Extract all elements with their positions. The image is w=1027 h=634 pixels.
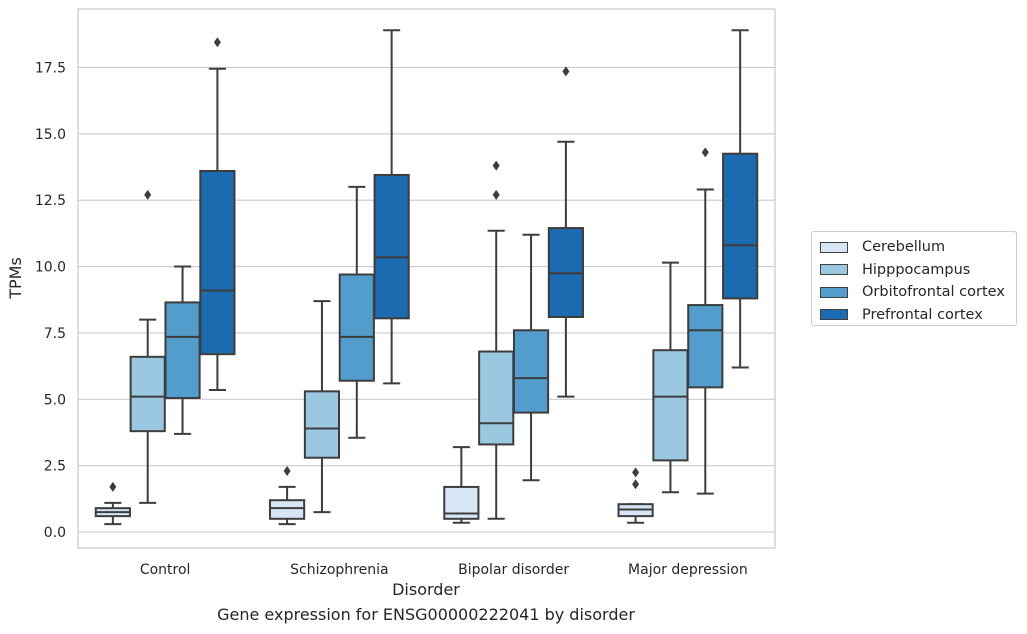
y-tick-label: 2.5 <box>44 459 66 475</box>
legend-label: Cerebellum <box>862 239 946 256</box>
outlier-point <box>109 481 117 492</box>
box-0-1 <box>269 466 306 526</box>
legend-swatch <box>820 264 848 276</box>
box-1-0 <box>129 189 166 504</box>
box-body <box>722 152 759 300</box>
box-0-0 <box>94 481 131 526</box>
box-body <box>303 390 341 459</box>
y-tick-label: 12.5 <box>35 193 66 209</box>
box-body <box>129 355 166 433</box>
y-axis-label: TPMs <box>6 257 25 300</box>
box-1-1 <box>303 300 341 514</box>
box-body <box>269 499 306 520</box>
box-body <box>199 169 236 356</box>
outlier-point <box>144 189 152 200</box>
box-body <box>373 173 410 320</box>
x-tick-label: Major depression <box>628 562 748 578</box>
y-tick-label: 0.0 <box>44 525 66 541</box>
box-body <box>652 349 689 462</box>
box-2-3 <box>687 147 724 495</box>
box-body <box>687 304 724 389</box>
legend-label: Hipppocampus <box>862 261 971 278</box>
x-tick-label: Control <box>140 562 191 578</box>
y-tick-label: 7.5 <box>44 326 66 342</box>
box-series <box>94 29 759 526</box>
legend-label: Prefrontal cortex <box>862 306 983 323</box>
x-tick-label: Schizophrenia <box>290 562 388 578</box>
y-tick-label: 5.0 <box>44 392 66 408</box>
box-1-2 <box>478 160 515 520</box>
legend-item: Prefrontal cortex <box>820 304 1008 327</box>
box-body <box>478 350 515 446</box>
box-0-3 <box>617 467 654 524</box>
outlier-point <box>492 160 500 171</box>
legend-swatch <box>820 286 848 298</box>
outlier-point <box>492 189 500 200</box>
box-1-3 <box>652 261 689 494</box>
y-axis-ticks: 0.0 2.5 5.0 7.5 10.0 12.5 15.0 17.5 <box>35 60 66 541</box>
y-tick-label: 10.0 <box>35 260 66 276</box>
plot-area-frame <box>77 8 776 549</box>
box-body <box>338 273 375 382</box>
box-3-0 <box>199 37 236 392</box>
legend-item: Cerebellum <box>820 236 1008 259</box>
box-body <box>512 329 550 414</box>
y-tick-label: 17.5 <box>35 60 66 76</box>
legend-label: Orbitofrontal cortex <box>862 284 1005 301</box>
box-2-1 <box>338 185 375 439</box>
legend: Cerebellum Hipppocampus Orbitofrontal cort… <box>811 231 1017 326</box>
box-0-2 <box>443 446 480 524</box>
box-3-2 <box>547 66 584 398</box>
legend-swatch <box>820 309 848 321</box>
box-2-0 <box>164 265 201 435</box>
x-tick-label: Bipolar disorder <box>458 562 569 578</box>
outlier-point <box>701 147 709 158</box>
outlier-point <box>632 479 640 490</box>
box-2-2 <box>512 233 550 482</box>
legend-item: Orbitofrontal cortex <box>820 281 1008 304</box>
x-axis-ticks: Control Schizophrenia Bipolar disorder Majo… <box>140 562 748 578</box>
figure-caption: Gene expression for ENSG00000222041 by d… <box>217 605 635 624</box>
legend-item: Hipppocampus <box>820 259 1008 282</box>
y-tick-label: 15.0 <box>35 127 66 143</box>
outlier-point <box>213 37 221 48</box>
legend-swatch <box>820 241 848 253</box>
outlier-point <box>283 466 291 476</box>
x-axis-label: Disorder <box>392 580 460 599</box>
outlier-point <box>632 467 640 478</box>
box-3-3 <box>722 29 759 369</box>
box-body <box>164 301 201 399</box>
outlier-point <box>562 66 570 77</box>
box-3-1 <box>373 29 410 385</box>
